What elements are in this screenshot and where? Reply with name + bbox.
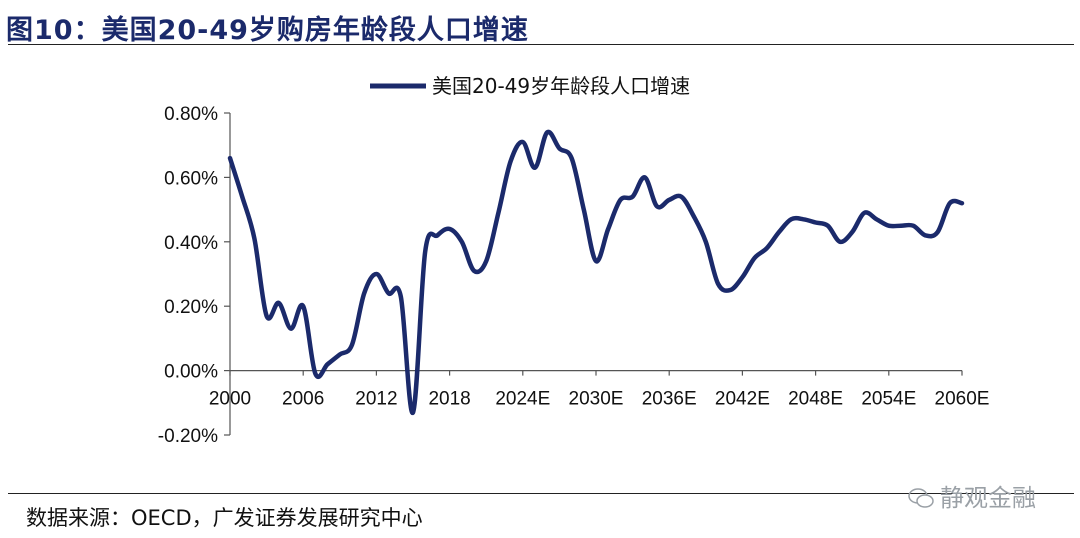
wechat-icon (908, 488, 934, 508)
y-tick-label: 0.40% (164, 233, 218, 254)
y-tick-label: 0.20% (164, 297, 218, 318)
x-tick-label: 2042E (715, 389, 770, 410)
legend-label: 美国20-49岁年龄段人口增速 (432, 74, 690, 98)
figure-title: 图10：美国20-49岁购房年龄段人口增速 (6, 15, 529, 46)
x-tick-label: 2048E (788, 389, 843, 410)
x-tick-label: 2060E (935, 389, 990, 410)
chart-series (227, 129, 965, 415)
x-tick-label: 2018 (428, 389, 470, 410)
chart-legend: 美国20-49岁年龄段人口增速 (370, 74, 690, 98)
source-note: 数据来源：OECD，广发证券发展研究中心 (26, 506, 423, 530)
watermark: 静观金融 (908, 478, 1036, 513)
chart-axes (224, 112, 963, 436)
tick-labels: -0.20% 0.00% 0.20% 0.40% 0.60% 0.80% 2000 2006 2… (158, 104, 990, 447)
x-tick-label: 2012 (355, 389, 397, 410)
y-tick-label: -0.20% (158, 426, 218, 447)
watermark-text: 静观金融 (940, 484, 1036, 512)
series-line-population-growth (227, 129, 965, 415)
y-tick-label: 0.00% (164, 362, 218, 383)
x-tick-label: 2036E (642, 389, 697, 410)
x-tick-label: 2054E (861, 389, 916, 410)
x-tick-label: 2024E (495, 389, 550, 410)
x-tick-label: 2030E (569, 389, 624, 410)
top-divider (8, 44, 1074, 45)
bottom-divider (8, 493, 1074, 494)
x-tick-label: 2006 (282, 389, 324, 410)
y-tick-label: 0.60% (164, 168, 218, 189)
y-tick-label: 0.80% (164, 104, 218, 125)
x-tick-label: 2000 (209, 389, 251, 410)
